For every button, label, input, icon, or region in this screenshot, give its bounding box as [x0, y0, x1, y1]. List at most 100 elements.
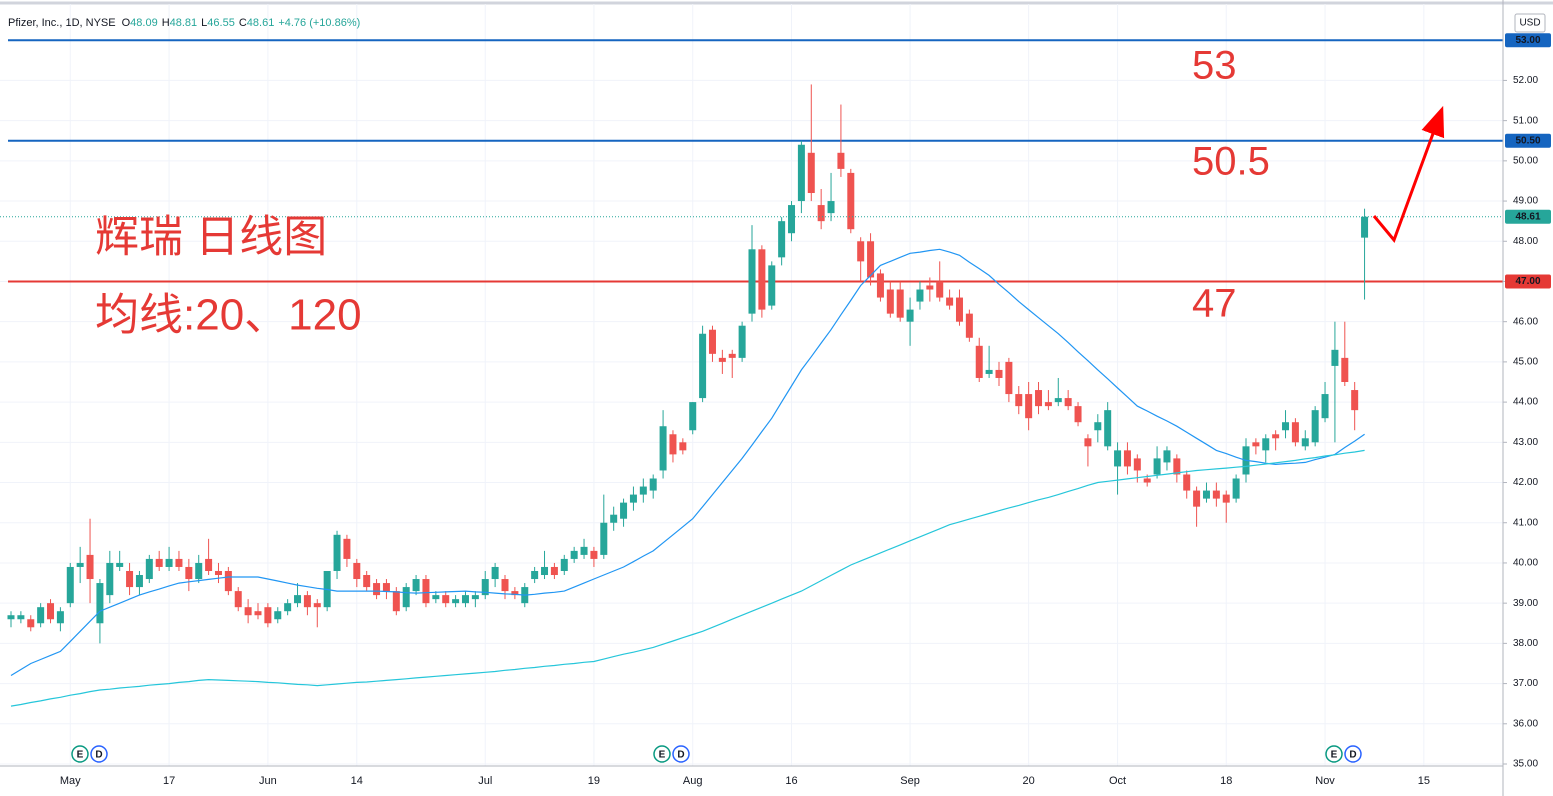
last-price-box: [1505, 209, 1551, 224]
candle-body: [1084, 438, 1092, 447]
event-marker: [1344, 745, 1362, 763]
candle-body: [669, 434, 677, 455]
candle-body: [135, 575, 143, 588]
candle-body: [491, 566, 499, 580]
candle-body: [738, 325, 746, 358]
candle-body: [1222, 494, 1230, 503]
candle-body: [689, 402, 697, 431]
currency-box: [1514, 13, 1546, 33]
y-tick-label: 42.00: [1513, 477, 1538, 488]
candle-body: [708, 329, 716, 354]
candle-body: [1212, 490, 1220, 499]
y-tick-label: 36.00: [1513, 718, 1538, 729]
x-tick-label: 14: [351, 775, 363, 787]
y-tick-label: 37.00: [1513, 678, 1538, 689]
candle-body: [363, 575, 371, 588]
candle-body: [758, 249, 766, 310]
candle-body: [1272, 434, 1280, 439]
candle-body: [452, 599, 460, 604]
event-marker-label: E: [1331, 750, 1338, 761]
ohlc-value: 46.55: [207, 17, 235, 29]
candle-body: [126, 570, 134, 588]
y-tick-label: 44.00: [1513, 397, 1538, 408]
candle-body: [560, 558, 568, 571]
event-marker-label: E: [77, 750, 84, 761]
y-tick-label: 48.00: [1513, 236, 1538, 247]
candle-body: [1202, 490, 1210, 499]
arrow: [1372, 105, 1445, 243]
candle-body: [827, 201, 835, 214]
candle-body: [481, 579, 489, 596]
candle-body: [471, 595, 479, 600]
ohlc-value: 48.09: [130, 17, 158, 29]
candle-body: [1104, 410, 1112, 447]
x-tick-label: 15: [1418, 775, 1430, 787]
level-label: 50.50: [1515, 135, 1540, 146]
candle-body: [96, 583, 104, 624]
candle-body: [313, 603, 321, 608]
x-tick-label: Jul: [478, 775, 492, 787]
candle-body: [985, 369, 993, 374]
candle-body: [590, 550, 598, 559]
level-label: 53.00: [1515, 35, 1540, 46]
candle-body: [1015, 394, 1023, 407]
candle-body: [1341, 357, 1349, 382]
candle-body: [926, 285, 934, 290]
candle-body: [56, 611, 64, 624]
candle-body: [946, 297, 954, 306]
candle-body: [7, 615, 15, 620]
candle-body: [333, 534, 341, 571]
last-price-label: 48.61: [1515, 211, 1540, 222]
candle-body: [649, 478, 657, 491]
candle-body: [461, 595, 469, 604]
candle-body: [531, 570, 539, 580]
x-tick-label: 16: [785, 775, 797, 787]
candle-body: [837, 152, 845, 169]
candle-body: [17, 615, 25, 620]
y-tick-label: 45.00: [1513, 357, 1538, 368]
y-tick-label: 49.00: [1513, 196, 1538, 207]
candle-body: [788, 205, 796, 234]
y-tick-label: 43.00: [1513, 437, 1538, 448]
x-tick-label: Sep: [900, 775, 920, 787]
candle-body: [1044, 402, 1052, 407]
candle-body: [1064, 398, 1072, 407]
candle-body: [373, 583, 381, 596]
candle-body: [955, 297, 963, 322]
candle-body: [1311, 410, 1319, 443]
candle-body: [382, 583, 390, 592]
candle-body: [175, 558, 183, 567]
candle-body: [1252, 442, 1260, 447]
candle-body: [234, 591, 242, 608]
y-tick-label: 40.00: [1513, 558, 1538, 569]
candle-body: [541, 566, 549, 576]
candle-body: [511, 591, 519, 596]
candle-body: [570, 550, 578, 559]
candle-body: [155, 558, 163, 567]
candle-body: [343, 538, 351, 559]
candle-body: [896, 289, 904, 318]
y-tick-label: 51.00: [1513, 115, 1538, 126]
candle-body: [1153, 458, 1161, 475]
ohlc-label: H: [162, 17, 170, 29]
candle-body: [639, 486, 647, 495]
candle-body: [1143, 478, 1151, 483]
candle-body: [886, 289, 894, 314]
candle-body: [1025, 394, 1033, 419]
candle-body: [876, 273, 884, 298]
annotation: 均线:20、120: [95, 291, 362, 340]
level-label-box: [1505, 274, 1551, 289]
candle-body: [442, 595, 450, 604]
ohlc-label: C: [239, 17, 247, 29]
event-marker: [90, 745, 108, 763]
candle-body: [86, 554, 94, 580]
x-tick-label: Nov: [1315, 775, 1335, 787]
candle-body: [995, 369, 1003, 378]
candle-body: [254, 611, 262, 616]
candle-body: [402, 587, 410, 608]
level-label-box: [1505, 133, 1551, 148]
candle-body: [1074, 406, 1082, 423]
